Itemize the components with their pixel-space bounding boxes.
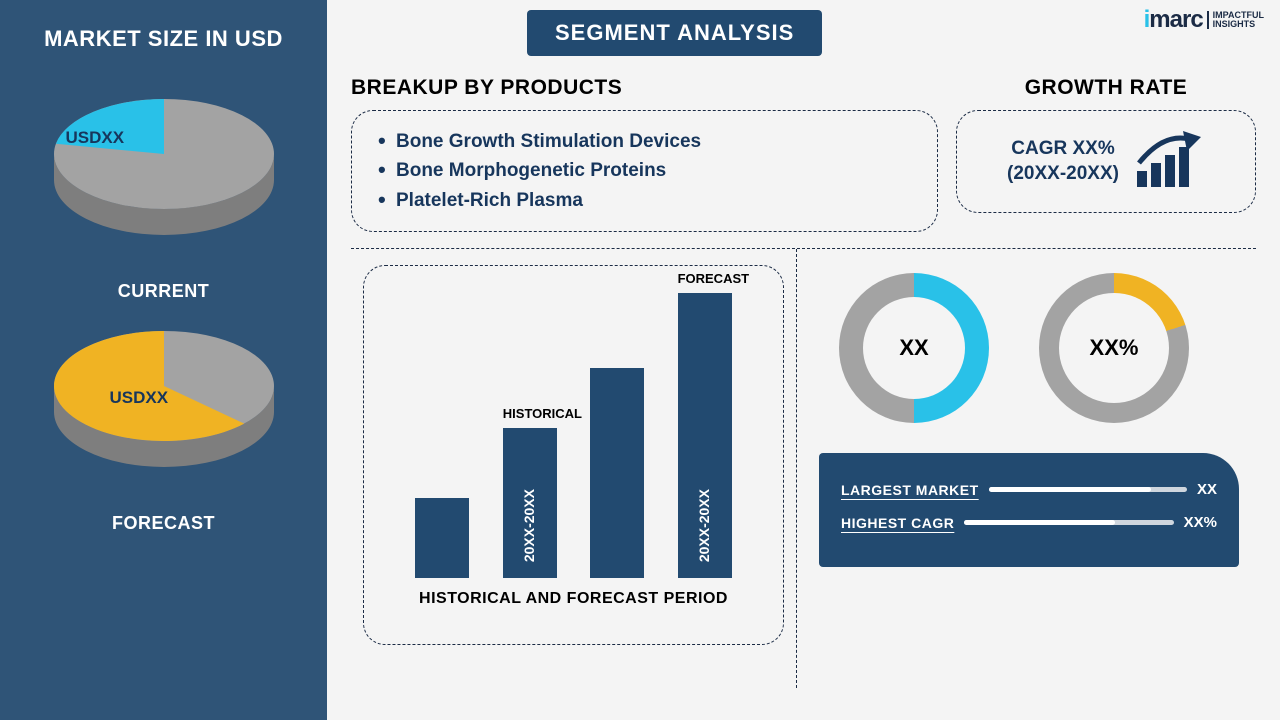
donut-0: XX <box>839 273 989 423</box>
bar-top-label: FORECAST <box>678 271 732 286</box>
bar-chart-caption: HISTORICAL AND FORECAST PERIOD <box>382 590 765 608</box>
page-title: SEGMENT ANALYSIS <box>527 10 822 56</box>
products-card: Bone Growth Stimulation DevicesBone Morp… <box>351 110 938 232</box>
bar-chart-card: HISTORICAL20XX-20XXFORECAST20XX-20XX HIS… <box>363 265 784 645</box>
product-item: Bone Morphogenetic Proteins <box>374 156 915 185</box>
pie-current: USDXX CURRENT <box>34 76 294 302</box>
donut-row: XX XX% <box>819 273 1250 423</box>
product-item: Platelet-Rich Plasma <box>374 186 915 215</box>
growth-arrow-icon <box>1133 127 1205 196</box>
bar: FORECAST20XX-20XX <box>678 293 732 578</box>
product-item: Bone Growth Stimulation Devices <box>374 127 915 156</box>
info-bar <box>964 520 1173 525</box>
sidebar-title: MARKET SIZE IN USD <box>12 26 315 52</box>
brand-logo: imarc IMPACTFUL INSIGHTS <box>1144 6 1264 34</box>
info-bar <box>989 487 1187 492</box>
sidebar: MARKET SIZE IN USD USDXX CURRENT USDXX F… <box>0 0 327 720</box>
donut-center-label: XX% <box>1039 273 1189 423</box>
main-panel: imarc IMPACTFUL INSIGHTS SEGMENT ANALYSI… <box>327 0 1280 720</box>
donut-1: XX% <box>1039 273 1189 423</box>
bar <box>415 498 469 578</box>
bar <box>590 368 644 578</box>
info-label: HIGHEST CAGR <box>841 515 954 531</box>
bar-chart: HISTORICAL20XX-20XXFORECAST20XX-20XX <box>382 278 765 578</box>
bar-top-label: HISTORICAL <box>503 406 557 421</box>
info-box: LARGEST MARKET XX HIGHEST CAGR XX% <box>819 453 1239 567</box>
growth-line1: CAGR XX% <box>1011 138 1114 159</box>
info-value: XX% <box>1184 514 1217 531</box>
info-row: HIGHEST CAGR XX% <box>841 514 1217 531</box>
pie-inside-label: USDXX <box>66 128 125 148</box>
bar: HISTORICAL20XX-20XX <box>503 428 557 578</box>
info-row: LARGEST MARKET XX <box>841 481 1217 498</box>
growth-heading: GROWTH RATE <box>956 76 1256 100</box>
bar-inside-label: 20XX-20XX <box>521 489 537 562</box>
donut-center-label: XX <box>839 273 989 423</box>
growth-card: CAGR XX% (20XX-20XX) <box>956 110 1256 213</box>
pie-caption: FORECAST <box>34 513 294 534</box>
info-value: XX <box>1197 481 1217 498</box>
products-heading: BREAKUP BY PRODUCTS <box>351 76 938 100</box>
pie-forecast: USDXX FORECAST <box>34 308 294 534</box>
logo-tagline-2: INSIGHTS <box>1213 19 1256 29</box>
info-label: LARGEST MARKET <box>841 482 979 498</box>
bar-inside-label: 20XX-20XX <box>696 489 712 562</box>
growth-line2: (20XX-20XX) <box>1007 163 1119 184</box>
products-list: Bone Growth Stimulation DevicesBone Morp… <box>374 127 915 215</box>
pie-inside-label: USDXX <box>110 388 169 408</box>
pie-caption: CURRENT <box>34 281 294 302</box>
